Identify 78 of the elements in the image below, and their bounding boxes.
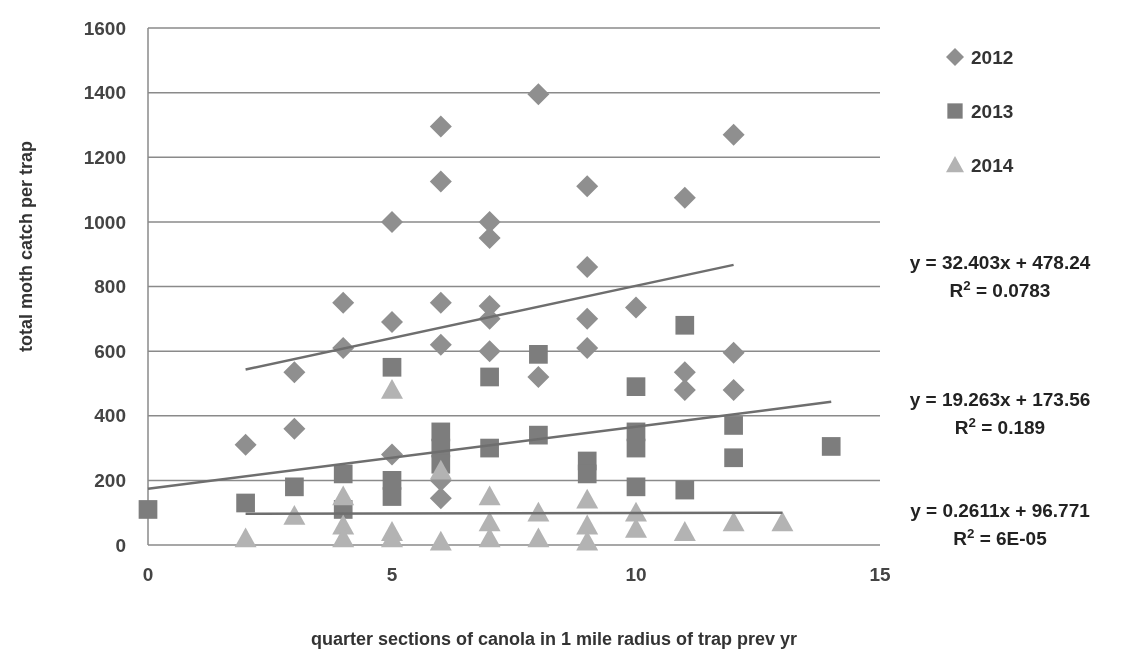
point: [673, 521, 696, 541]
legend-label: 2014: [971, 154, 1014, 176]
y-tick-label: 1200: [83, 146, 126, 168]
point: [771, 511, 794, 532]
y-tick-label: 1000: [83, 211, 126, 233]
point: [527, 365, 550, 388]
point: [625, 296, 647, 319]
point: [576, 256, 599, 279]
point: [673, 186, 696, 209]
point: [381, 378, 403, 399]
point: [626, 377, 646, 397]
point: [722, 341, 745, 364]
point: [429, 291, 452, 314]
x-tick-label: 5: [386, 564, 398, 585]
point: [429, 170, 452, 193]
point: [382, 487, 402, 506]
point: [429, 487, 452, 510]
point: [429, 115, 452, 138]
point: [283, 417, 306, 440]
x-tick-label: 0: [142, 564, 154, 585]
point: [724, 416, 743, 435]
point: [138, 500, 158, 519]
point: [478, 485, 501, 506]
point: [529, 345, 548, 364]
point: [429, 459, 452, 480]
point: [626, 477, 646, 497]
point: [478, 227, 501, 250]
y-tick-label: 600: [94, 340, 126, 362]
point: [722, 123, 745, 146]
point: [673, 378, 696, 401]
point: [333, 464, 353, 484]
point: [429, 530, 452, 551]
point: [724, 448, 743, 468]
point: [626, 438, 646, 458]
text: y = 0.2611x + 96.771 R$^{2}$ = 6E-05: [910, 499, 1091, 549]
legend-label: 2012: [971, 46, 1014, 68]
point: [234, 433, 257, 456]
point: [722, 511, 745, 532]
y-tick-label: 200: [94, 470, 126, 492]
text: y = 32.403x + 478.24 R$^{2}$ = 0.0783: [909, 251, 1091, 301]
point: [381, 311, 403, 334]
point: [576, 514, 599, 535]
point: [236, 493, 255, 513]
y-tick-label: 400: [94, 405, 126, 427]
point: [234, 527, 257, 548]
x-tick-label: 15: [869, 564, 891, 585]
point: [821, 437, 841, 456]
y-tick-label: 0: [115, 534, 126, 556]
point: [285, 477, 304, 497]
point: [576, 336, 599, 359]
point: [576, 307, 599, 330]
point: [478, 340, 501, 363]
legend-label: 2013: [971, 100, 1014, 122]
point: [283, 361, 306, 384]
point: [381, 210, 403, 233]
point: [527, 527, 550, 548]
y-tick-label: 1600: [83, 17, 126, 39]
point: [429, 333, 452, 356]
point: [722, 378, 745, 401]
point: [673, 361, 696, 384]
point: [478, 511, 501, 532]
point: [675, 480, 695, 500]
point: [576, 175, 599, 198]
point: [577, 464, 597, 484]
point: [480, 367, 499, 387]
y-tick-label: 1400: [83, 82, 126, 104]
x-tick-label: 10: [625, 564, 647, 585]
y-axis-title: total moth catch per trap: [16, 140, 36, 353]
point: [576, 488, 599, 509]
text: y = 19.263x + 173.56 R$^{2}$ = 0.189: [909, 388, 1091, 438]
point: [332, 291, 355, 314]
x-axis-title: quarter sections of canola in 1 mile radius of trap prev yr: [310, 629, 798, 649]
point: [478, 210, 501, 233]
point: [527, 83, 550, 106]
point: [382, 357, 402, 377]
point: [332, 485, 355, 506]
point: [675, 315, 695, 335]
y-tick-label: 800: [94, 276, 126, 298]
